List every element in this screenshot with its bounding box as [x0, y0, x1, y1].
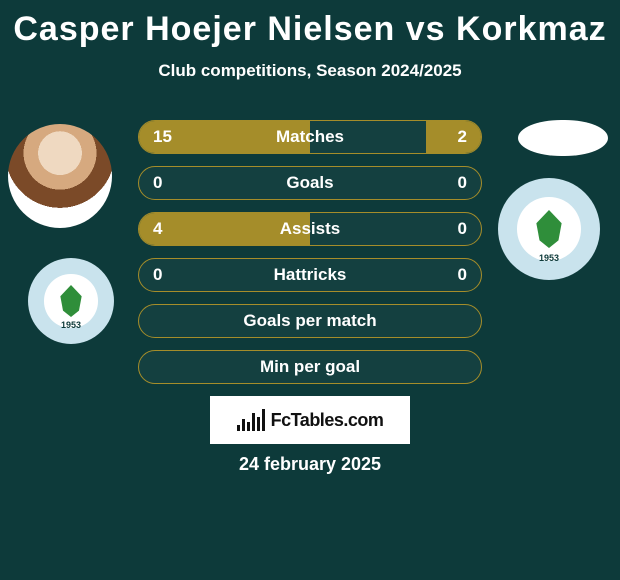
branding-text: FcTables.com [271, 410, 384, 431]
stat-value-right: 0 [458, 265, 467, 285]
stat-label: Matches [276, 127, 344, 147]
stat-row: 15 Matches 2 [138, 120, 482, 154]
branding-badge: FcTables.com [210, 396, 410, 444]
stat-row: 4 Assists 0 [138, 212, 482, 246]
club-badge-inner: 1953 [44, 274, 97, 327]
stat-value-left: 15 [153, 127, 172, 147]
stat-label: Goals per match [243, 311, 376, 331]
stats-panel: 15 Matches 2 0 Goals 0 4 Assists 0 0 Hat… [138, 120, 482, 396]
stat-value-left: 0 [153, 265, 162, 285]
stat-value-left: 0 [153, 173, 162, 193]
stat-label: Assists [280, 219, 340, 239]
stat-label: Hattricks [274, 265, 347, 285]
stat-fill-right [426, 121, 481, 153]
date-text: 24 february 2025 [0, 454, 620, 475]
stat-row: 0 Goals 0 [138, 166, 482, 200]
leaf-icon [533, 210, 565, 248]
page-title: Casper Hoejer Nielsen vs Korkmaz [0, 0, 620, 49]
club-year-right: 1953 [517, 253, 580, 263]
stat-value-right: 0 [458, 219, 467, 239]
stat-value-right: 2 [458, 127, 467, 147]
stat-row: Min per goal [138, 350, 482, 384]
stat-value-left: 4 [153, 219, 162, 239]
stat-label: Min per goal [260, 357, 360, 377]
club-badge-left: 1953 [28, 258, 114, 344]
stat-label: Goals [286, 173, 333, 193]
club-badge-inner: 1953 [517, 197, 580, 260]
subtitle: Club competitions, Season 2024/2025 [0, 61, 620, 81]
stat-row: Goals per match [138, 304, 482, 338]
player-left-avatar [8, 124, 112, 228]
bars-icon [237, 409, 265, 431]
leaf-icon [58, 285, 85, 317]
stat-row: 0 Hattricks 0 [138, 258, 482, 292]
player-right-avatar [518, 120, 608, 156]
club-badge-right: 1953 [498, 178, 600, 280]
club-year-left: 1953 [44, 320, 97, 330]
stat-value-right: 0 [458, 173, 467, 193]
